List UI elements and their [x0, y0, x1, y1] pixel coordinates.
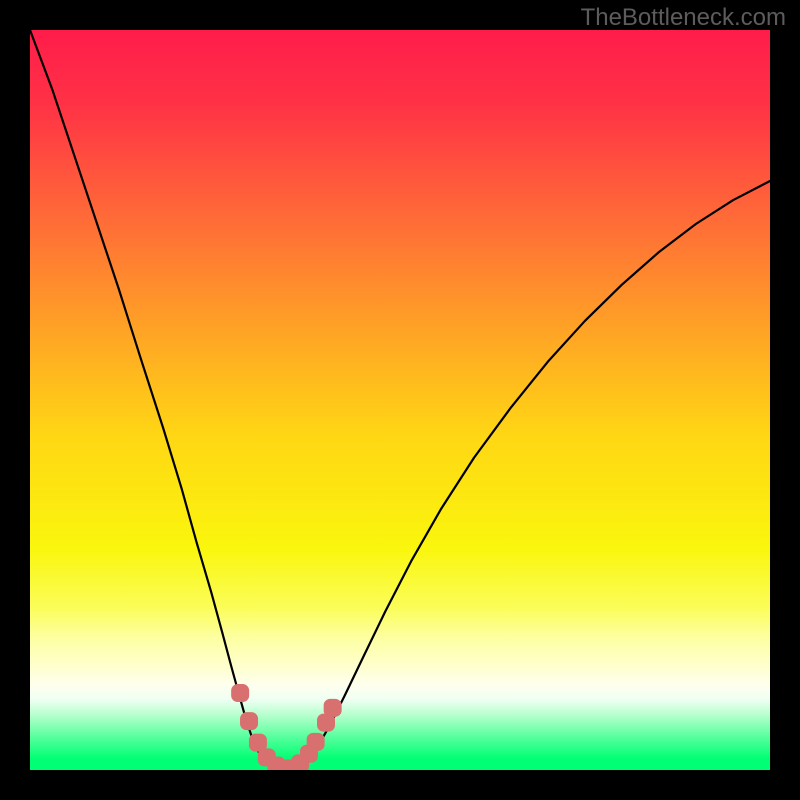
data-dot	[324, 699, 341, 716]
plot-background	[30, 30, 770, 770]
watermark-text: TheBottleneck.com	[581, 4, 786, 32]
chart-plot-area	[30, 30, 770, 770]
data-dot	[241, 713, 258, 730]
data-dot	[232, 685, 249, 702]
data-dot	[307, 733, 324, 750]
chart-svg	[30, 30, 770, 770]
chart-frame: TheBottleneck.com	[0, 0, 800, 800]
